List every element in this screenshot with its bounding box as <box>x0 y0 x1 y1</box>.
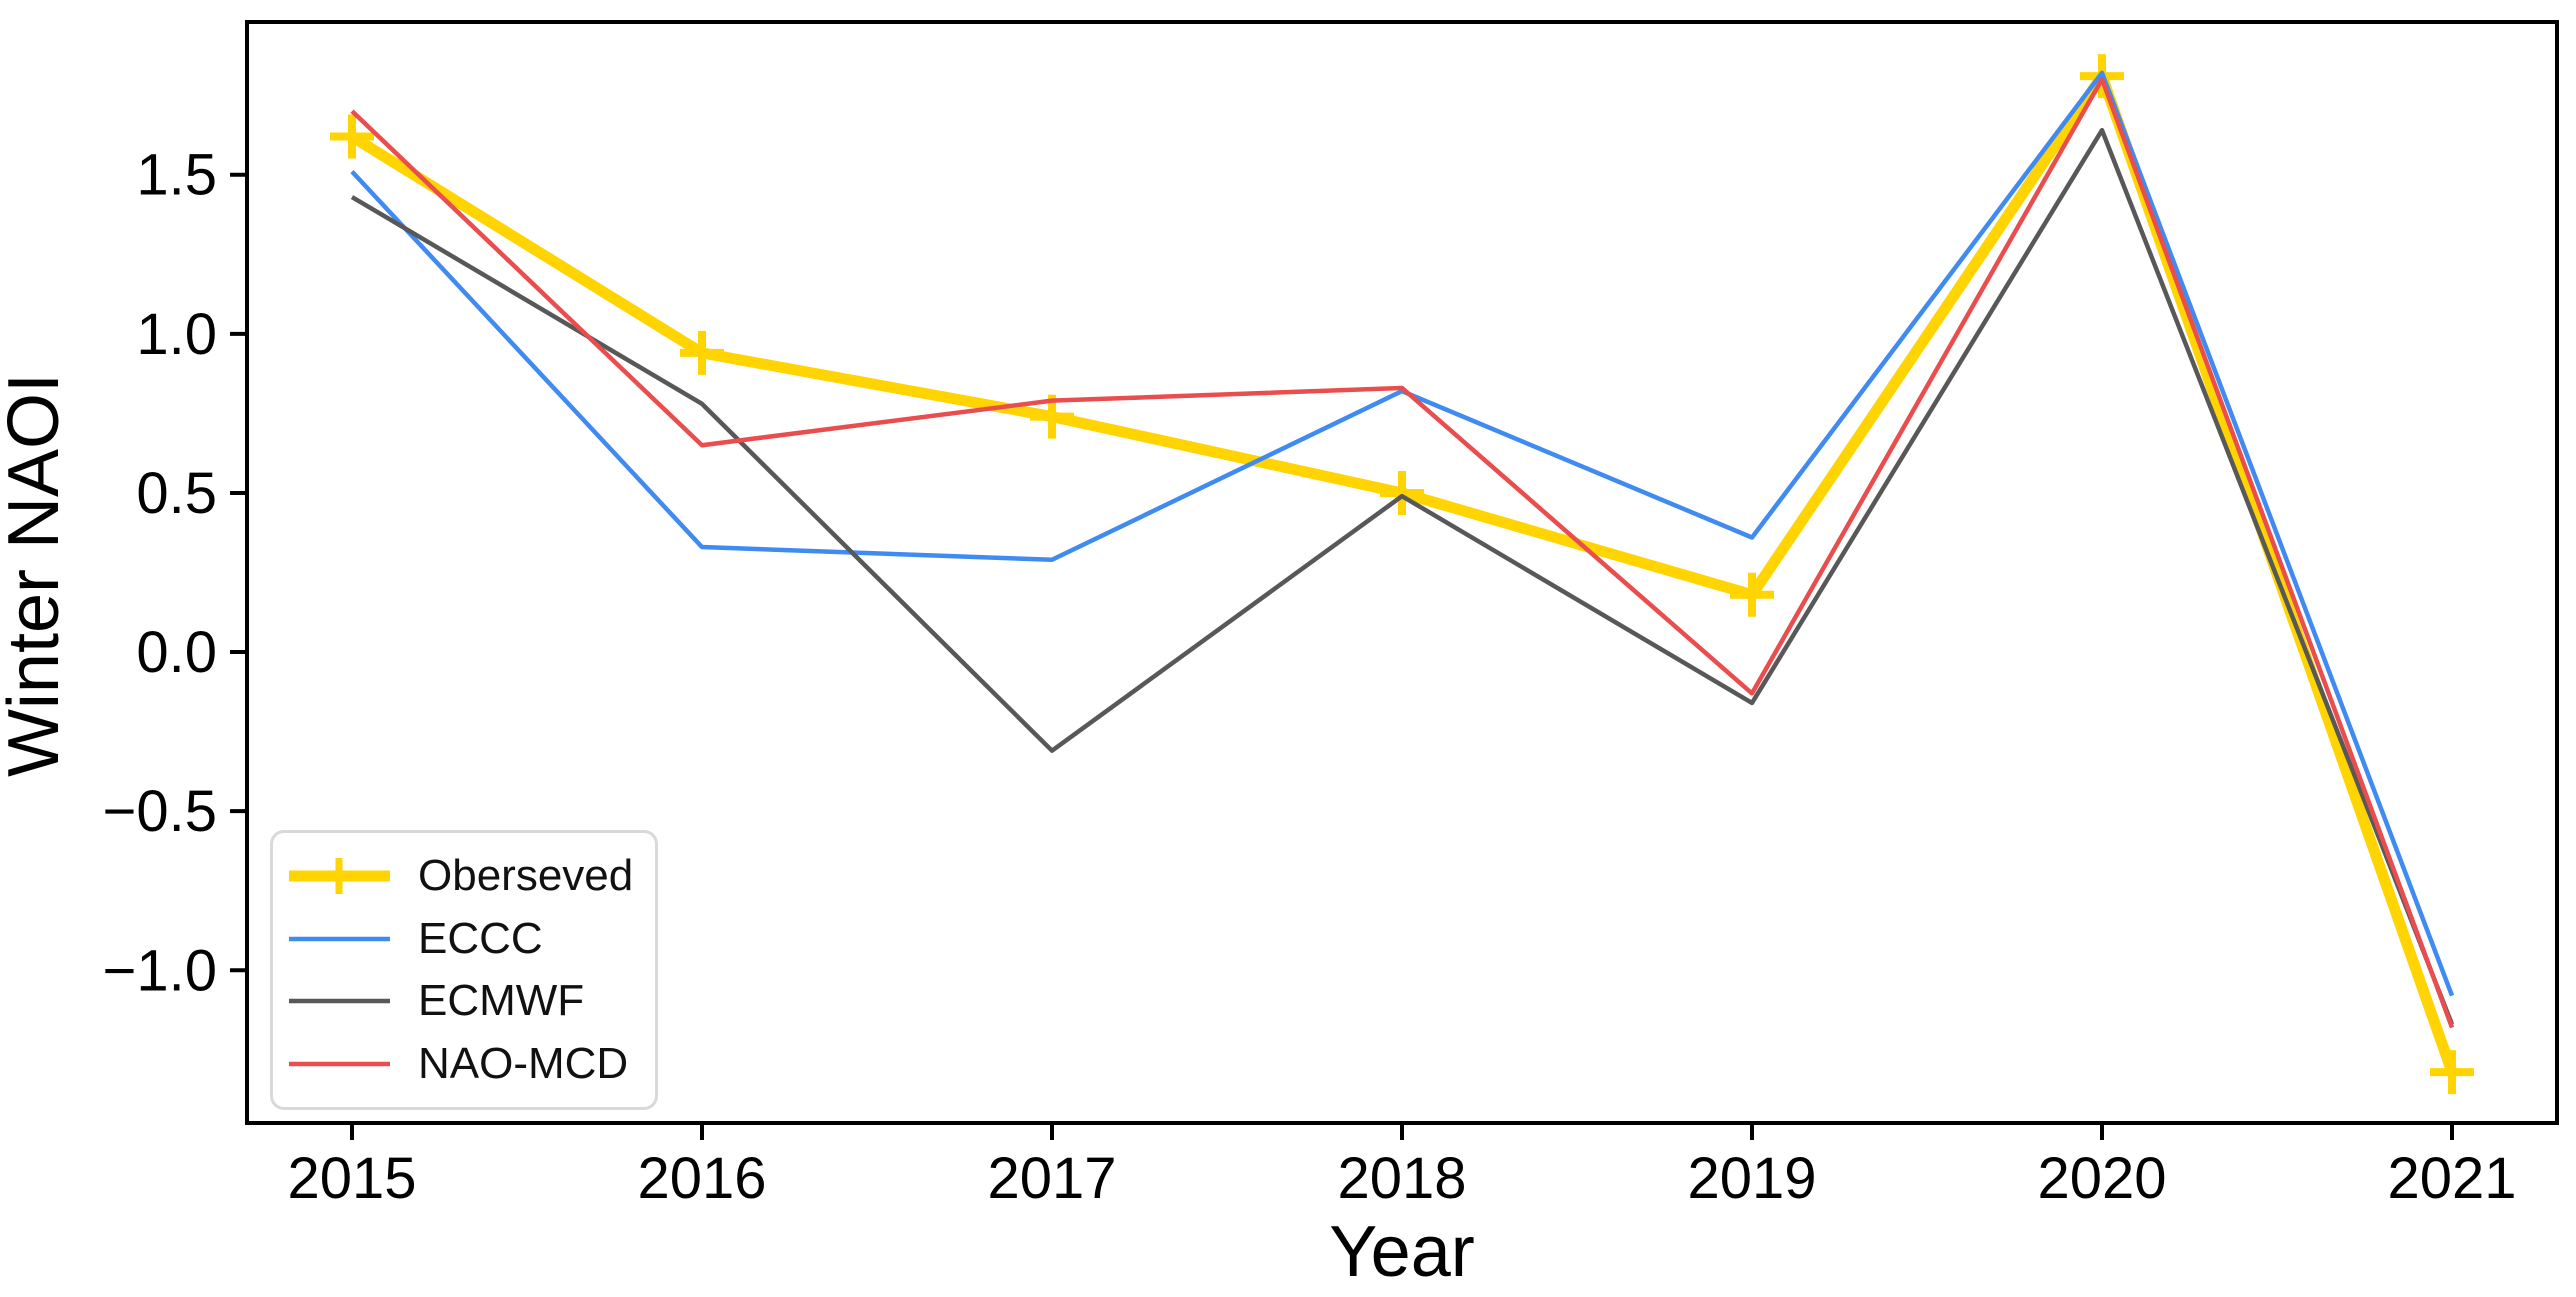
legend-item-nao-mcd: NAO-MCD <box>287 1033 641 1095</box>
chart-legend: Oberseved ECCC ECMWF NAO-MCD <box>270 830 658 1110</box>
y-tick-label-0.0: 0.0 <box>136 620 217 685</box>
y-tick-label-1.0: 1.0 <box>136 302 217 367</box>
y-axis-label: Winter NAOI <box>0 373 74 777</box>
legend-label-eccc: ECCC <box>418 913 543 963</box>
x-tick-label-2015: 2015 <box>287 1146 416 1211</box>
x-axis-label: Year <box>1329 1212 1474 1292</box>
plot-border <box>245 20 2559 1125</box>
series-line-ecmwf <box>350 127 2455 1026</box>
y-tick-label-0.5: 0.5 <box>136 461 217 526</box>
series-line-nao-mcd <box>350 77 2455 1029</box>
x-tick-label-2021: 2021 <box>2387 1146 2516 1211</box>
legend-label-oberseved: Oberseved <box>418 851 634 901</box>
x-tick-label-2019: 2019 <box>1687 1146 1816 1211</box>
y-tick-label-−0.5: −0.5 <box>103 779 218 844</box>
legend-line-sample-ecmwf <box>289 999 390 1004</box>
legend-line-sample-oberseved <box>289 858 390 895</box>
y-tick-label-1.5: 1.5 <box>136 143 217 208</box>
x-tick-label-2020: 2020 <box>2037 1146 2166 1211</box>
series-line-eccc <box>350 70 2455 997</box>
x-tick-label-2018: 2018 <box>1337 1146 1466 1211</box>
x-tick-label-2016: 2016 <box>637 1146 766 1211</box>
series-markers-oberseved <box>330 54 2474 1095</box>
y-tick-label-−1.0: −1.0 <box>103 938 218 1003</box>
legend-item-eccc: ECCC <box>287 908 641 970</box>
legend-label-nao-mcd: NAO-MCD <box>418 1038 629 1088</box>
legend-item-ecmwf: ECMWF <box>287 970 641 1032</box>
legend-line-sample-nao-mcd <box>289 1061 390 1066</box>
x-tick-label-2017: 2017 <box>987 1146 1116 1211</box>
legend-label-ecmwf: ECMWF <box>418 976 585 1026</box>
legend-line-sample-eccc <box>289 936 390 941</box>
legend-item-oberseved: Oberseved <box>287 845 641 907</box>
